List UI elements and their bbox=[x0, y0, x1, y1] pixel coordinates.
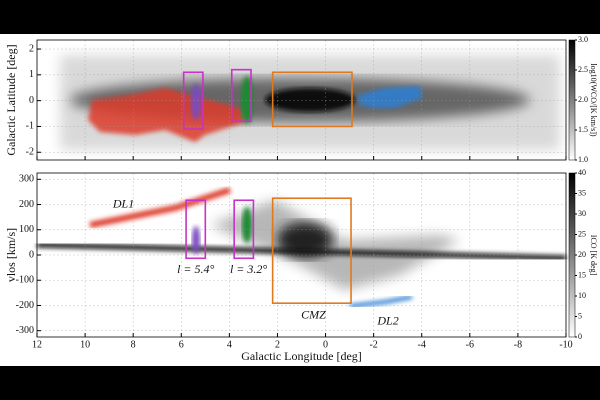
annotation: DL1 bbox=[112, 196, 134, 210]
colorbar-tick-label: 35 bbox=[578, 188, 586, 197]
y-tick-label: -200 bbox=[16, 300, 34, 311]
y-tick-label: -300 bbox=[16, 325, 34, 336]
colorbar-tick-label: 2.0 bbox=[578, 95, 588, 104]
x-axis-label: Galactic Longitude [deg] bbox=[241, 349, 362, 363]
y-tick-label: 0 bbox=[29, 249, 34, 260]
plot-frame bbox=[36, 39, 567, 161]
colorbar-tick-label: 0 bbox=[578, 332, 582, 341]
y-axis-label: vlos [km/s] bbox=[4, 228, 18, 282]
colorbar-tick-label: 3.0 bbox=[578, 35, 588, 44]
y-tick-label: 300 bbox=[19, 174, 34, 185]
x-tick-label: -8 bbox=[514, 339, 522, 350]
region-box bbox=[230, 68, 252, 123]
colorbar-tick-label: 2.5 bbox=[578, 65, 588, 74]
annotation: l = 3.2° bbox=[230, 262, 267, 276]
colorbar-tick-label: 30 bbox=[578, 209, 586, 218]
colorbar-tick-label: 5 bbox=[578, 311, 582, 320]
annotation: DL2 bbox=[376, 314, 398, 328]
y-tick-label: 1 bbox=[29, 69, 34, 80]
colorbar-label: ICO [K deg] bbox=[589, 235, 598, 276]
region-box bbox=[185, 199, 207, 260]
x-tick-label: 8 bbox=[131, 339, 136, 350]
colorbar-tick-label: 15 bbox=[578, 270, 586, 279]
region-box bbox=[271, 71, 353, 128]
x-tick-label: -6 bbox=[466, 339, 474, 350]
x-tick-label: 10 bbox=[80, 339, 90, 350]
annotation: CMZ bbox=[301, 307, 326, 321]
x-tick-label: 0 bbox=[323, 339, 328, 350]
colorbar bbox=[568, 39, 576, 161]
map-emission bbox=[60, 55, 560, 150]
x-tick-label: 2 bbox=[275, 339, 280, 350]
colorbar-tick-label: 40 bbox=[578, 168, 586, 177]
region-box bbox=[182, 71, 204, 130]
y-tick-label: 0 bbox=[29, 95, 34, 106]
region-box bbox=[233, 199, 255, 260]
colorbar-tick-label: 1.5 bbox=[578, 125, 588, 134]
annotation: l = 5.4° bbox=[177, 262, 214, 276]
y-tick-label: 100 bbox=[19, 224, 34, 235]
colorbar-tick-label: 25 bbox=[578, 229, 586, 238]
colorbar-tick-label: 1.0 bbox=[578, 155, 588, 164]
colorbar-tick-label: 10 bbox=[578, 291, 586, 300]
y-tick-label: -1 bbox=[26, 121, 34, 132]
colorbar bbox=[568, 172, 576, 338]
x-tick-label: -4 bbox=[418, 339, 426, 350]
plot-frame bbox=[36, 172, 567, 338]
y-axis-label: Galactic Latitude [deg] bbox=[4, 44, 18, 155]
colorbar-label: log10(WCO/[K km/s]) bbox=[589, 63, 598, 136]
x-tick-label: -10 bbox=[559, 339, 572, 350]
region-box bbox=[271, 197, 352, 304]
x-tick-label: 12 bbox=[32, 339, 42, 350]
colorbar-tick-label: 20 bbox=[578, 250, 586, 259]
x-tick-label: 4 bbox=[227, 339, 232, 350]
x-tick-label: -2 bbox=[369, 339, 377, 350]
y-tick-label: 2 bbox=[29, 43, 34, 54]
y-tick-label: 200 bbox=[19, 199, 34, 210]
y-tick-label: -100 bbox=[16, 275, 34, 286]
x-tick-label: 6 bbox=[179, 339, 184, 350]
y-tick-label: -2 bbox=[26, 147, 34, 158]
